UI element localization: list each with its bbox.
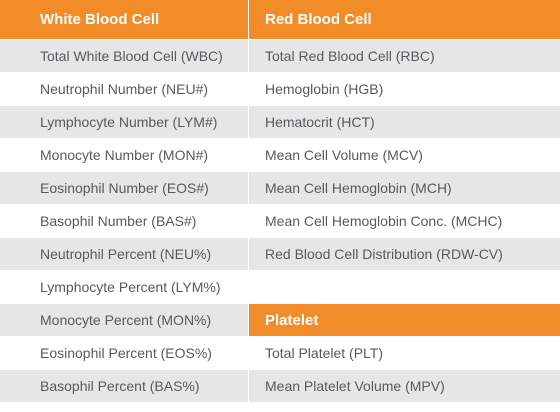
bottom-filler — [248, 403, 560, 412]
header-red-blood-cell: Red Blood Cell — [248, 0, 560, 40]
red-cell-item: Hematocrit (HCT) — [248, 106, 560, 139]
red-cell-item: Total Red Blood Cell (RBC) — [248, 40, 560, 73]
white-cell-item: Lymphocyte Percent (LYM%) — [0, 271, 248, 304]
white-cell-item: Neutrophil Number (NEU#) — [0, 73, 248, 106]
white-cell-item: Monocyte Number (MON#) — [0, 139, 248, 172]
white-cell-item: Basophil Percent (BAS%) — [0, 370, 248, 403]
white-cell-item: Monocyte Percent (MON%) — [0, 304, 248, 337]
bottom-filler — [0, 403, 248, 412]
red-cell-item: Hemoglobin (HGB) — [248, 73, 560, 106]
white-cell-item: Eosinophil Number (EOS#) — [0, 172, 248, 205]
platelet-item: Total Platelet (PLT) — [248, 337, 560, 370]
white-cell-item: Neutrophil Percent (NEU%) — [0, 238, 248, 271]
red-cell-item: Mean Cell Hemoglobin (MCH) — [248, 172, 560, 205]
red-cell-item: Mean Cell Hemoglobin Conc. (MCHC) — [248, 205, 560, 238]
empty-cell — [248, 271, 560, 304]
red-cell-item: Red Blood Cell Distribution (RDW-CV) — [248, 238, 560, 271]
platelet-item: Mean Platelet Volume (MPV) — [248, 370, 560, 403]
header-white-blood-cell: White Blood Cell — [0, 0, 248, 40]
white-cell-item: Lymphocyte Number (LYM#) — [0, 106, 248, 139]
white-cell-item: Eosinophil Percent (EOS%) — [0, 337, 248, 370]
header-platelet: Platelet — [248, 304, 560, 337]
white-cell-item: Total White Blood Cell (WBC) — [0, 40, 248, 73]
red-cell-item: Mean Cell Volume (MCV) — [248, 139, 560, 172]
white-cell-item: Basophil Number (BAS#) — [0, 205, 248, 238]
